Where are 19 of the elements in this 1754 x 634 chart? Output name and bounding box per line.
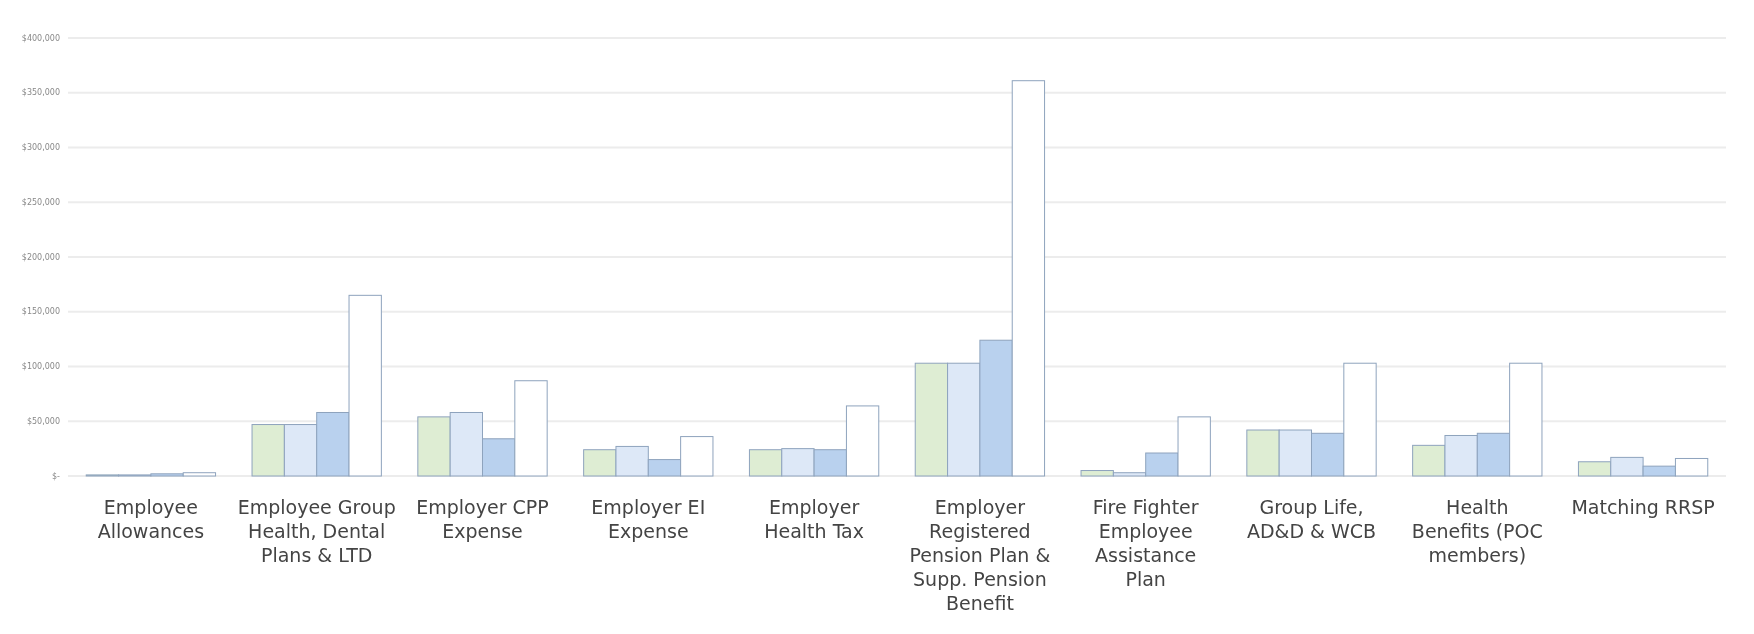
y-tick-label: $200,000	[21, 252, 60, 262]
x-tick-label: Health Benefits (POC members)	[1411, 496, 1543, 566]
x-tick-label: Fire Fighter Employee Assistance Plan	[1092, 496, 1199, 590]
y-tick-label: $300,000	[21, 143, 60, 153]
y-tick-label: $-	[52, 471, 61, 481]
x-tick-label: Employer Health Tax	[764, 496, 864, 542]
x-tick-label: Employer Registered Pension Plan & Supp. Pension Benefit	[909, 496, 1051, 614]
y-tick-label: $250,000	[21, 197, 60, 207]
y-tick-label: $350,000	[21, 88, 60, 98]
x-tick-label: Employer EI Expense	[591, 496, 706, 542]
y-tick-label: $100,000	[21, 362, 60, 372]
x-tick-label: Group Life, AD&D & WCB	[1246, 496, 1377, 542]
y-tick-label: $400,000	[21, 33, 60, 43]
x-tick-label: Matching RRSP	[1571, 496, 1715, 518]
y-tick-label: $150,000	[21, 307, 60, 317]
x-tick-label: Employee Group Health, Dental Plans & LTD	[237, 496, 396, 566]
x-tick-label: Employee Allowances	[97, 496, 205, 542]
y-tick-label: $50,000	[26, 416, 60, 426]
x-tick-label: Employer CPP Expense	[416, 496, 549, 542]
